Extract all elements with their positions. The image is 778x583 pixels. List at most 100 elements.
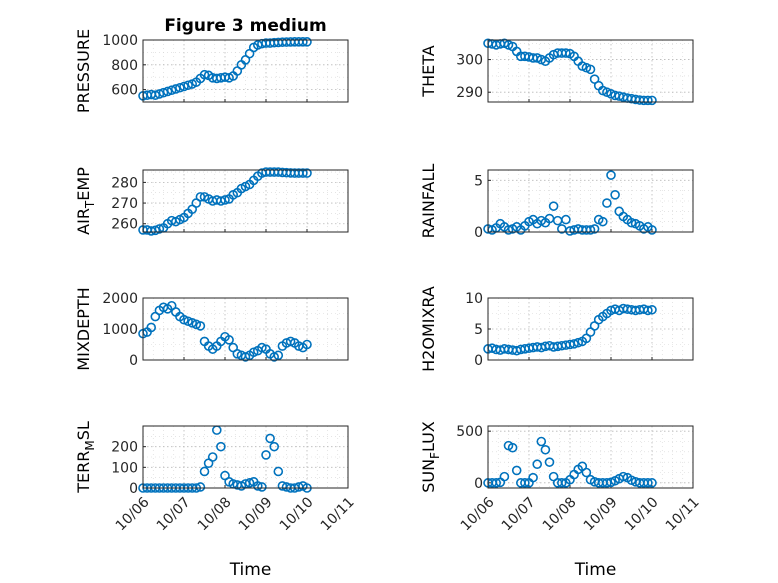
y-tick-label: 290 bbox=[456, 85, 483, 101]
data-point bbox=[585, 225, 596, 235]
data-point bbox=[548, 201, 559, 211]
data-point bbox=[618, 471, 629, 482]
data-point bbox=[146, 322, 156, 333]
y-tick-label: 500 bbox=[456, 424, 483, 440]
y-tick-label: 0 bbox=[129, 481, 138, 497]
data-point bbox=[561, 48, 571, 58]
axes-frame bbox=[142, 39, 349, 103]
data-point bbox=[195, 482, 206, 492]
data-point bbox=[602, 198, 612, 208]
data-point bbox=[154, 89, 165, 99]
data-point bbox=[626, 217, 637, 228]
y-tick-label: 0 bbox=[474, 225, 483, 241]
data-point bbox=[556, 478, 567, 488]
data-point bbox=[585, 64, 596, 75]
axes-box bbox=[487, 425, 694, 489]
data-point bbox=[597, 216, 608, 227]
data-point bbox=[532, 459, 543, 470]
data-point bbox=[647, 95, 657, 106]
y-axis-label: AIRTEMP bbox=[74, 167, 97, 235]
y-axis-label: THETA bbox=[419, 45, 438, 97]
y-axis-label-subscript: T bbox=[83, 200, 97, 209]
data-point bbox=[269, 441, 280, 452]
data-point bbox=[491, 478, 502, 488]
subplot-theta: 290 300 THETA bbox=[419, 38, 694, 106]
y-axis-label-tail: LUX bbox=[419, 421, 438, 452]
data-point bbox=[195, 321, 206, 331]
axes-box bbox=[487, 297, 694, 361]
y-axis-label: MIXDEPTH bbox=[74, 287, 93, 370]
data-point bbox=[150, 225, 161, 236]
data-point bbox=[150, 90, 161, 100]
y-axis-label-main: PRESSURE bbox=[74, 29, 93, 113]
data-point bbox=[273, 466, 284, 477]
y-axis-label-main: AIR bbox=[74, 208, 93, 235]
axes-box bbox=[487, 39, 694, 103]
axes-frame bbox=[487, 39, 694, 103]
data-point bbox=[199, 69, 210, 80]
data-point bbox=[207, 452, 218, 462]
axes-frame bbox=[487, 425, 694, 489]
data-point bbox=[224, 335, 234, 345]
data-point bbox=[528, 472, 538, 483]
axes-frame bbox=[142, 297, 349, 361]
y-axis-label: SUNFLUX bbox=[419, 421, 442, 493]
axes-box bbox=[487, 169, 694, 233]
y-tick-label: 10 bbox=[465, 291, 483, 307]
y-tick-label: 0 bbox=[474, 353, 483, 369]
data-point bbox=[183, 80, 193, 91]
data-point bbox=[171, 84, 181, 94]
y-tick-label: 5 bbox=[474, 322, 483, 338]
y-tick-label: 600 bbox=[111, 83, 138, 99]
data-point bbox=[175, 82, 185, 93]
data-point bbox=[298, 168, 308, 178]
y-tick-label: 270 bbox=[111, 196, 138, 212]
data-point bbox=[507, 442, 518, 453]
subplot-h2omixra: 0 5 10 H2OMIXRA bbox=[419, 286, 694, 372]
data-point bbox=[647, 304, 657, 315]
data-point bbox=[166, 85, 177, 96]
data-point bbox=[561, 214, 571, 225]
axes-frame bbox=[142, 425, 349, 489]
axes-frame bbox=[142, 169, 349, 233]
data-point bbox=[544, 457, 555, 467]
y-axis-label: H2OMIXRA bbox=[419, 286, 438, 372]
data-point bbox=[158, 87, 169, 98]
y-axis-label-main: RAINFALL bbox=[419, 164, 438, 239]
data-point bbox=[643, 305, 653, 316]
data-point bbox=[220, 195, 230, 205]
data-point bbox=[573, 337, 584, 348]
data-point bbox=[261, 450, 271, 460]
data-point bbox=[536, 436, 547, 447]
subplot-pressure: 600 800 1000 PRESSURE Figure 3 medium bbox=[74, 16, 349, 113]
y-axis-label-tail: EMP bbox=[74, 167, 93, 201]
data-point bbox=[244, 478, 255, 488]
x-axis-label: Time bbox=[229, 560, 272, 580]
subplot-air-temp: 260 270 280 AIRTEMP bbox=[74, 167, 349, 236]
data-point bbox=[302, 168, 312, 178]
data-point bbox=[540, 444, 551, 455]
chart-title: Figure 3 medium bbox=[164, 16, 326, 36]
axes-box bbox=[142, 425, 349, 489]
data-point bbox=[216, 441, 226, 452]
data-point bbox=[589, 74, 600, 84]
y-tick-label: 0 bbox=[129, 353, 138, 369]
y-tick-label: 5 bbox=[474, 173, 483, 189]
x-axis-label: Time bbox=[574, 560, 617, 580]
subplot-mixdepth: 0 1000 2000 MIXDEPTH bbox=[74, 287, 349, 371]
y-axis-label-main: SUN bbox=[419, 459, 438, 493]
y-tick-label: 200 bbox=[111, 440, 138, 456]
data-point bbox=[154, 224, 165, 234]
data-point bbox=[179, 81, 189, 92]
data-point bbox=[162, 86, 173, 97]
data-point bbox=[257, 482, 267, 492]
data-point bbox=[569, 339, 579, 349]
data-point bbox=[252, 481, 263, 491]
y-axis-label-subscript: F bbox=[428, 452, 442, 459]
y-tick-label: 280 bbox=[111, 175, 138, 191]
data-point bbox=[302, 339, 312, 350]
y-tick-label: 1000 bbox=[102, 33, 138, 49]
data-point bbox=[511, 465, 522, 476]
